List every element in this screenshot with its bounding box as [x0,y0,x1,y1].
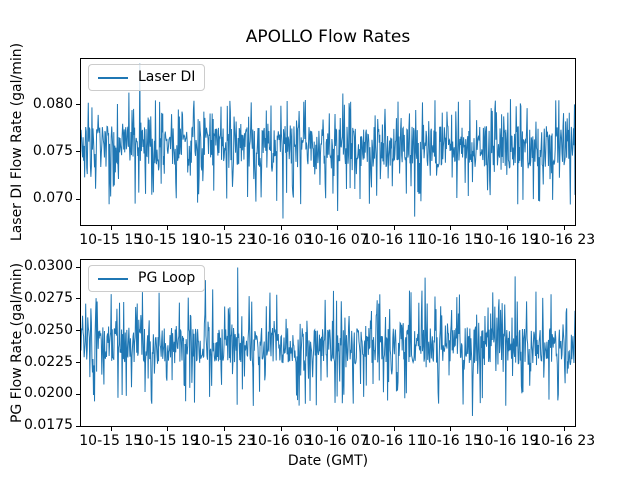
x-tick-label: 10-16 11 [362,232,426,248]
y-tick-mark [76,198,80,200]
x-tick-mark [393,226,395,230]
y-tick-mark [76,298,80,300]
x-tick-mark [450,226,452,230]
y-tick-label: 0.0175 [24,417,73,434]
x-tick-label: 10-16 19 [475,433,539,449]
legend-label-pg-loop: PG Loop [138,270,196,286]
x-tick-label: 10-15 23 [192,433,256,449]
x-tick-label: 10-15 23 [192,232,256,248]
y-tick-label: 0.080 [32,95,73,112]
y-tick-mark [76,362,80,364]
legend-label-laser-di: Laser DI [138,69,196,85]
y-tick-mark [76,393,80,395]
chart-title: APOLLO Flow Rates [245,27,411,47]
legend-pg-loop: PG Loop [88,265,206,292]
axes-laser-di: Laser DI [80,58,576,226]
x-tick-label: 10-16 19 [475,232,539,248]
legend-line-sample-icon [98,277,128,280]
x-tick-label: 10-16 15 [418,433,482,449]
x-tick-label: 10-16 23 [532,232,596,248]
x-tick-label: 10-16 03 [249,433,313,449]
y-tick-label: 0.075 [32,142,73,159]
y-tick-label: 0.070 [32,190,73,207]
x-tick-mark [563,226,565,230]
y-tick-label: 0.0300 [24,258,73,275]
x-tick-mark [337,226,339,230]
y-tick-mark [76,151,80,153]
x-tick-label: 10-15 15 [79,232,143,248]
x-tick-mark [337,427,339,431]
x-tick-mark [167,427,169,431]
y-tick-mark [76,104,80,106]
x-tick-label: 10-15 19 [135,433,199,449]
legend-laser-di: Laser DI [88,64,206,91]
x-tick-label: 10-15 19 [135,232,199,248]
y-tick-label: 0.0200 [24,385,73,402]
x-tick-mark [110,226,112,230]
x-tick-label: 10-16 07 [305,433,369,449]
x-tick-label: 10-15 15 [79,433,143,449]
x-tick-mark [450,427,452,431]
x-tick-mark [280,226,282,230]
y-tick-mark [76,425,80,427]
x-tick-label: 10-16 07 [305,232,369,248]
x-tick-mark [507,226,509,230]
laser-di-series-line [81,63,575,219]
x-tick-label: 10-16 23 [532,433,596,449]
x-tick-label: 10-16 15 [418,232,482,248]
x-tick-label: 10-16 03 [249,232,313,248]
x-axis-label: Date (GMT) [287,453,369,469]
x-tick-mark [167,226,169,230]
pg-loop-series-line [81,267,575,416]
x-tick-mark [393,427,395,431]
x-tick-mark [223,226,225,230]
x-tick-label: 10-16 11 [362,433,426,449]
x-tick-mark [507,427,509,431]
x-tick-mark [223,427,225,431]
x-tick-mark [110,427,112,431]
y-tick-mark [76,330,80,332]
axes-pg-loop: PG Loop [80,259,576,427]
y-tick-label: 0.0250 [24,321,73,338]
x-tick-mark [563,427,565,431]
y-tick-label: 0.0275 [24,289,73,306]
y-tick-label: 0.0225 [24,353,73,370]
x-tick-mark [280,427,282,431]
legend-line-sample-icon [98,76,128,79]
y-tick-mark [76,266,80,268]
